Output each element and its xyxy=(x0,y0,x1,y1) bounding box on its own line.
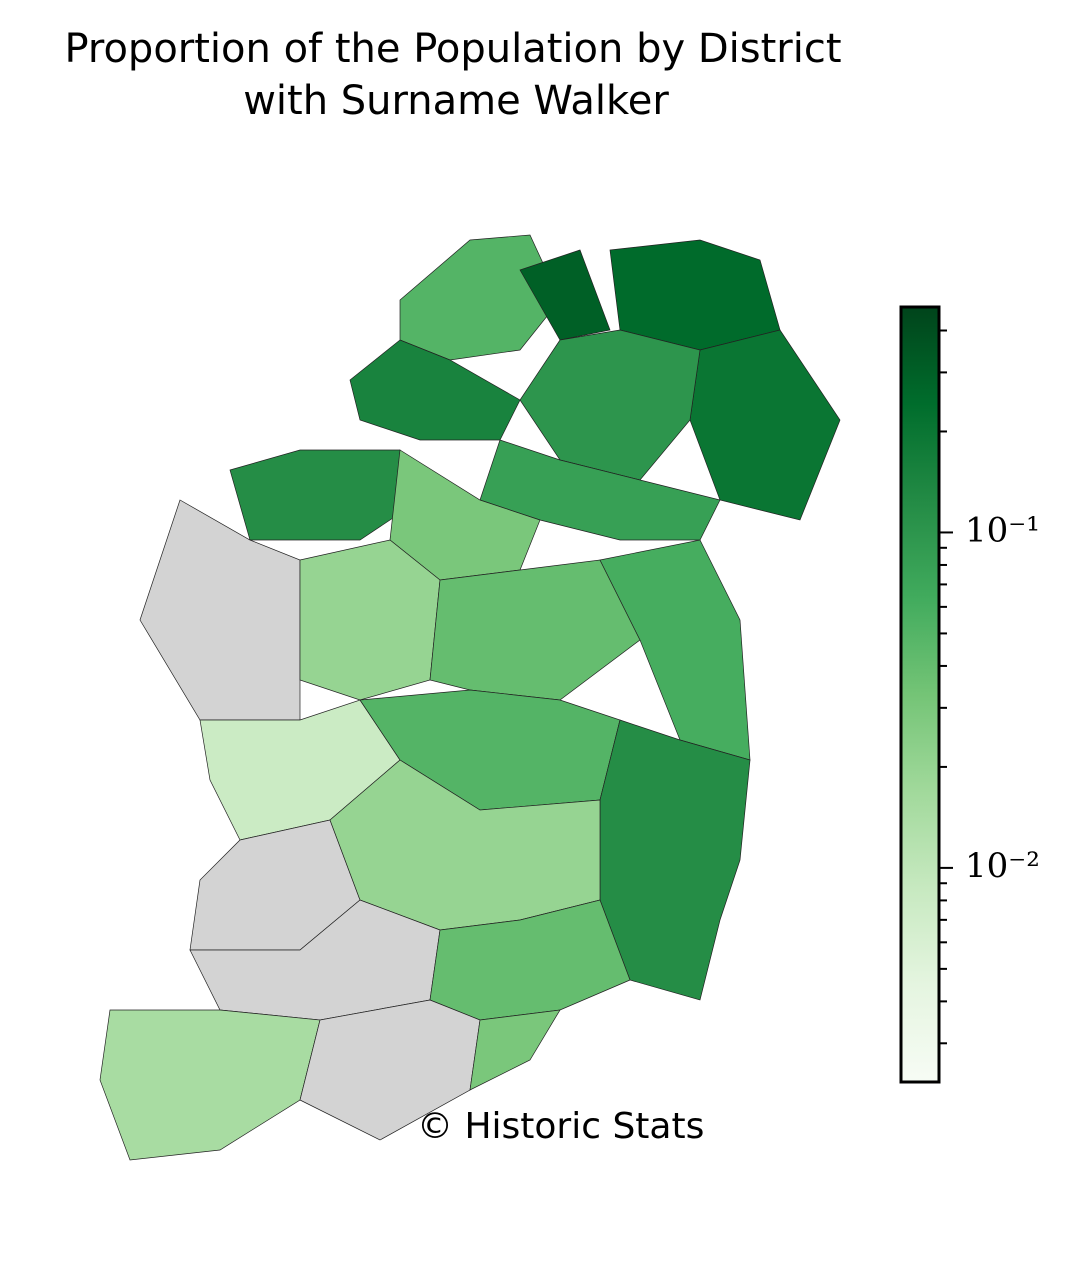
district xyxy=(349,339,521,441)
colorbar-tick-label: 10⁻² xyxy=(965,846,1040,886)
district xyxy=(299,539,441,701)
district xyxy=(519,249,611,341)
colorbar-fill xyxy=(899,305,941,1084)
credit: © Historic Stats xyxy=(417,1106,704,1147)
colorbar-tick-label: 10⁻¹ xyxy=(965,510,1040,550)
chart-title: with Surname Walker xyxy=(243,78,669,124)
district xyxy=(469,1009,561,1091)
map xyxy=(99,234,841,1161)
district xyxy=(99,1009,321,1161)
district xyxy=(689,329,841,521)
district xyxy=(429,559,641,701)
district xyxy=(519,329,701,481)
colorbar: 10⁻² 10⁻¹ xyxy=(899,305,1040,1084)
district xyxy=(609,239,781,351)
chart-title: Proportion of the Population by District xyxy=(64,26,841,72)
district xyxy=(599,719,751,1001)
